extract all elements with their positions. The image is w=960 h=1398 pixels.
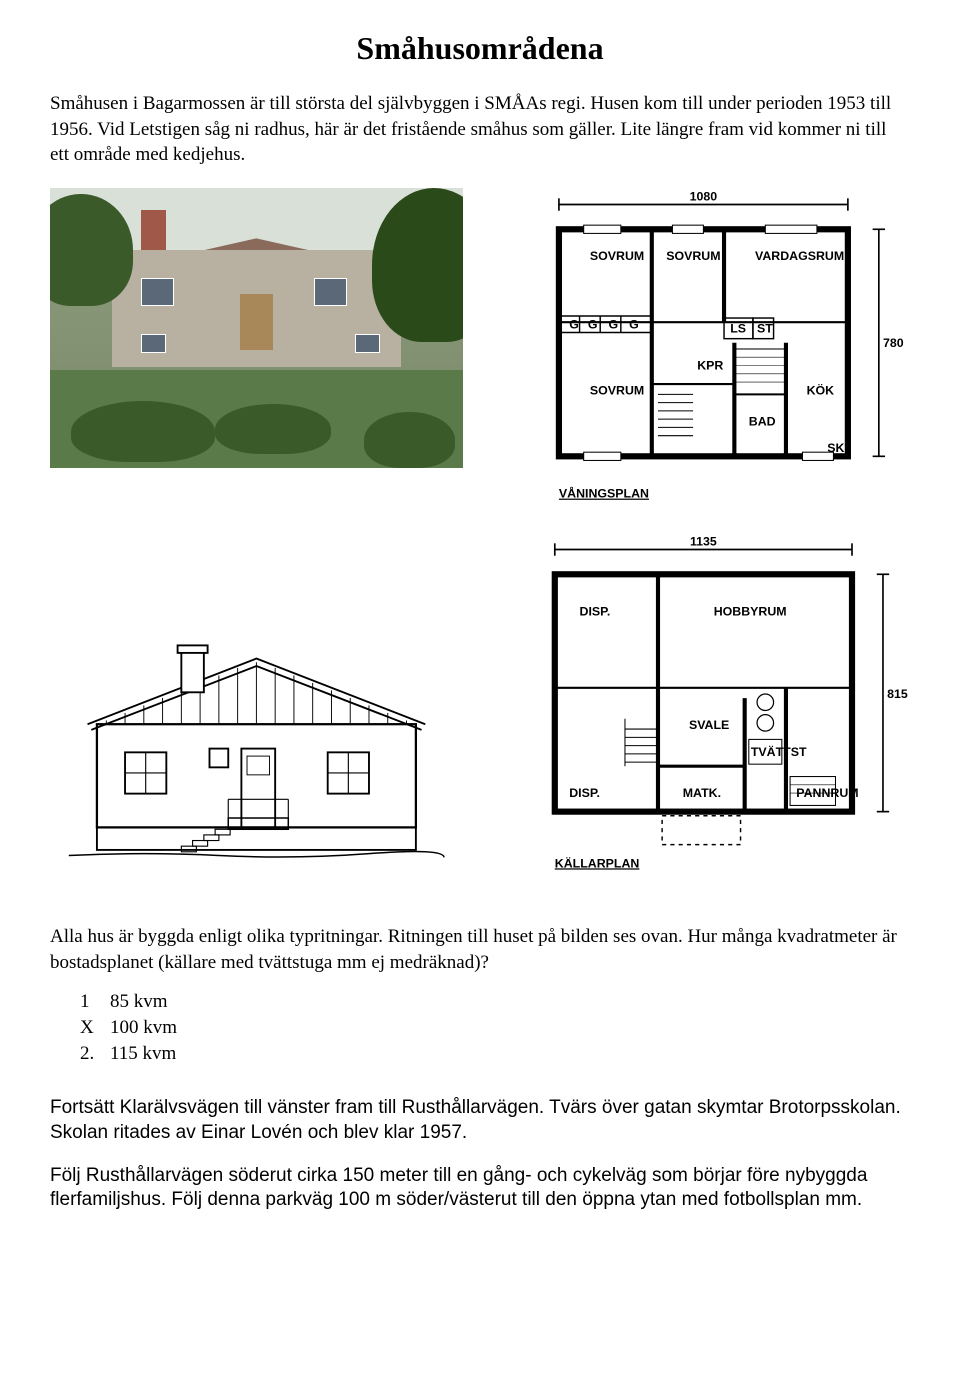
svg-text:G: G <box>629 317 639 331</box>
svg-text:MATK.: MATK. <box>683 786 721 800</box>
svg-text:TVÄTTST: TVÄTTST <box>751 744 807 759</box>
answer-key: X <box>80 1015 98 1041</box>
answer-text: 85 kvm <box>110 989 168 1015</box>
intro-paragraph: Småhusen i Bagarmossen är till största d… <box>50 91 910 168</box>
svg-text:HOBBYRUM: HOBBYRUM <box>714 605 787 619</box>
svg-text:780: 780 <box>883 336 904 350</box>
svg-text:ST: ST <box>757 321 773 335</box>
svg-text:KÖK: KÖK <box>807 382 835 397</box>
svg-text:VÅNINGSPLAN: VÅNINGSPLAN <box>559 486 649 501</box>
floorplan-upper: 1080 780 G G G G <box>497 188 910 518</box>
question-paragraph: Alla hus är byggda enligt olika typritni… <box>50 924 910 975</box>
svg-text:PANNRUM: PANNRUM <box>796 786 858 800</box>
answer-item: 2. 115 kvm <box>80 1041 910 1067</box>
svg-text:SVALE: SVALE <box>689 718 729 732</box>
svg-text:VARDAGSRUM: VARDAGSRUM <box>755 249 844 263</box>
svg-text:1080: 1080 <box>690 189 718 203</box>
house-elevation <box>50 533 463 884</box>
svg-text:BAD: BAD <box>749 414 776 428</box>
house-photo <box>50 188 463 468</box>
answer-item: X 100 kvm <box>80 1015 910 1041</box>
answer-list: 1 85 kvm X 100 kvm 2. 115 kvm <box>80 989 910 1066</box>
svg-text:DISP.: DISP. <box>580 605 611 619</box>
svg-text:G: G <box>569 317 579 331</box>
svg-text:SOVRUM: SOVRUM <box>590 249 644 263</box>
svg-text:SOVRUM: SOVRUM <box>666 249 720 263</box>
answer-text: 115 kvm <box>110 1041 176 1067</box>
svg-text:SOVRUM: SOVRUM <box>590 383 644 397</box>
svg-text:815: 815 <box>887 687 908 701</box>
svg-text:LS: LS <box>730 321 746 335</box>
directions-paragraph-1: Fortsätt Klarälvsvägen till vänster fram… <box>50 1096 910 1145</box>
svg-text:KPR: KPR <box>697 359 723 373</box>
page-title: Småhusområdena <box>50 30 910 67</box>
answer-key: 1 <box>80 989 98 1015</box>
svg-text:KÄLLARPLAN: KÄLLARPLAN <box>555 856 640 871</box>
floorplan-lower: 1135 815 SVALE <box>497 533 910 884</box>
svg-text:1135: 1135 <box>690 535 717 549</box>
answer-item: 1 85 kvm <box>80 989 910 1015</box>
answer-text: 100 kvm <box>110 1015 177 1041</box>
svg-text:DISP.: DISP. <box>569 786 600 800</box>
directions-paragraph-2: Följ Rusthållarvägen söderut cirka 150 m… <box>50 1164 910 1213</box>
image-grid: 1080 780 G G G G <box>50 188 910 884</box>
svg-text:G: G <box>609 317 619 331</box>
answer-key: 2. <box>80 1041 98 1067</box>
svg-text:G: G <box>588 317 598 331</box>
